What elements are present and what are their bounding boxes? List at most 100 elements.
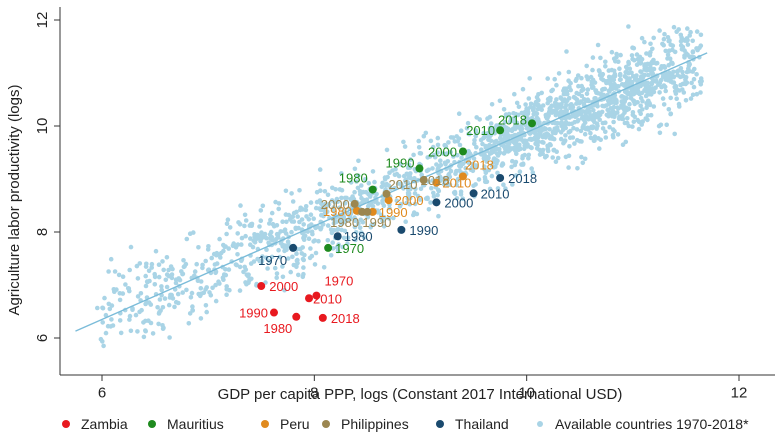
point-peru-2010 <box>432 178 441 187</box>
background-point <box>274 271 280 276</box>
background-point <box>618 77 623 82</box>
background-point <box>534 132 540 138</box>
background-point <box>578 128 584 134</box>
background-point <box>550 155 555 160</box>
background-point <box>647 88 653 94</box>
background-point <box>639 122 644 127</box>
background-point <box>391 215 396 221</box>
background-point <box>274 275 280 281</box>
background-point <box>285 256 291 261</box>
year-label-zambia-2000: 2000 <box>269 279 298 294</box>
background-point <box>223 267 228 272</box>
background-point <box>638 69 643 74</box>
legend: Zambia Mauritius Peru Philippines Thailand Av… <box>62 416 749 432</box>
background-point <box>166 267 171 273</box>
background-point <box>314 199 320 205</box>
background-point <box>137 309 142 315</box>
year-label-mauritius-1970: 1970 <box>335 241 364 256</box>
background-point <box>690 50 696 55</box>
point-zambia-2000 <box>257 282 266 291</box>
background-point <box>289 229 294 235</box>
background-point <box>118 330 124 336</box>
background-point <box>313 205 319 211</box>
background-point <box>200 262 205 268</box>
background-point <box>546 111 551 117</box>
background-point <box>248 236 253 241</box>
background-point <box>316 238 321 244</box>
background-point <box>615 132 621 137</box>
background-point <box>100 305 105 311</box>
background-point <box>134 263 140 269</box>
background-point <box>579 75 584 81</box>
background-point <box>603 120 608 125</box>
background-point <box>611 119 616 125</box>
year-label-zambia-2018: 2018 <box>331 311 360 326</box>
background-point <box>645 117 650 123</box>
background-point <box>258 218 264 223</box>
background-point <box>545 76 550 81</box>
background-point <box>123 282 128 287</box>
background-point <box>455 178 460 183</box>
background-point <box>575 166 580 171</box>
background-point <box>607 89 612 94</box>
background-point <box>301 265 306 270</box>
background-point <box>337 217 343 223</box>
background-point <box>671 69 676 75</box>
background-point <box>638 95 644 101</box>
year-label-mauritius-2010: 2010 <box>466 123 495 138</box>
background-point <box>561 109 566 115</box>
background-point <box>567 144 572 149</box>
background-point <box>509 128 515 134</box>
background-point <box>367 202 372 207</box>
background-point <box>359 183 364 188</box>
background-point <box>567 115 573 120</box>
point-philippines-2010 <box>382 189 391 198</box>
background-point <box>173 280 179 286</box>
background-point <box>432 154 438 160</box>
background-point <box>671 24 677 30</box>
background-point <box>526 96 532 101</box>
background-point <box>375 201 381 206</box>
background-point <box>296 272 301 278</box>
background-point <box>443 144 449 149</box>
background-point <box>601 77 606 83</box>
background-point <box>112 269 118 274</box>
background-point <box>385 174 390 180</box>
background-point <box>683 77 688 82</box>
background-point <box>495 153 501 158</box>
background-point <box>309 229 315 235</box>
background-point <box>459 155 464 160</box>
background-point <box>526 152 532 158</box>
background-point <box>640 75 646 80</box>
background-point <box>423 130 429 136</box>
background-point <box>309 253 315 259</box>
background-point <box>435 192 440 198</box>
background-point <box>600 126 606 131</box>
background-point <box>551 130 557 135</box>
background-point <box>250 244 256 250</box>
background-point <box>694 91 700 97</box>
background-point <box>623 107 629 113</box>
background-point <box>499 162 505 168</box>
background-point <box>276 206 282 212</box>
background-point <box>331 220 337 226</box>
year-label-zambia-2010: 2010 <box>313 291 342 306</box>
background-point <box>270 221 276 227</box>
background-point <box>143 318 148 324</box>
background-point <box>576 117 581 123</box>
background-point <box>158 308 163 313</box>
point-thailand-2018 <box>496 173 505 182</box>
background-point <box>304 214 309 219</box>
background-point <box>268 229 274 235</box>
background-point <box>604 80 609 86</box>
background-point <box>109 317 114 322</box>
background-point <box>531 112 537 117</box>
background-point <box>648 65 653 70</box>
background-point <box>501 107 507 112</box>
background-point <box>146 300 152 305</box>
background-point <box>695 47 700 53</box>
background-point <box>583 126 589 132</box>
background-point <box>300 274 306 280</box>
legend-marker <box>261 420 269 428</box>
background-point <box>639 35 645 41</box>
